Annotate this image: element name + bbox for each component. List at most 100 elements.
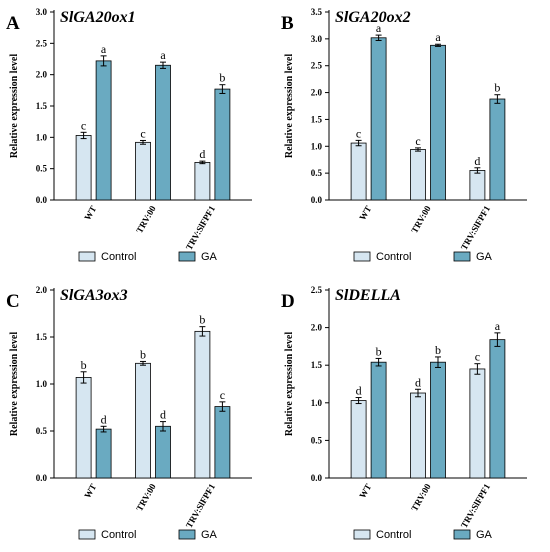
significance-letter: b bbox=[435, 343, 441, 357]
bar-ga bbox=[95, 60, 112, 201]
chart-panel-a: A SlGA20ox1 Relative expression level 0.0 0.… bbox=[6, 7, 252, 263]
significance-letter: c bbox=[220, 388, 225, 402]
y-tick-label: 2.5 bbox=[311, 285, 323, 295]
bar-ga bbox=[155, 64, 171, 201]
bar-control bbox=[194, 330, 211, 479]
bar-control bbox=[410, 392, 426, 479]
y-tick-label: 1.0 bbox=[311, 398, 323, 408]
x-tick-label: TRV:00 bbox=[409, 204, 433, 235]
bar-control bbox=[194, 161, 211, 201]
chart-panel-b: B SlGA20ox2 Relative expression level 0.0 0.… bbox=[281, 7, 527, 263]
bar-control bbox=[75, 135, 92, 201]
significance-letter: a bbox=[376, 21, 382, 35]
significance-letter: d bbox=[474, 154, 480, 168]
legend-swatch-control bbox=[353, 251, 371, 262]
legend-label: Control bbox=[376, 251, 411, 263]
significance-letter: c bbox=[81, 118, 86, 132]
bar-control bbox=[135, 141, 151, 201]
chart-title: SlGA3ox3 bbox=[60, 287, 128, 304]
bar-control bbox=[469, 170, 486, 201]
bar-ga bbox=[489, 339, 506, 479]
significance-letter: b bbox=[376, 344, 382, 358]
significance-letter: b bbox=[494, 81, 500, 95]
bar-control bbox=[135, 362, 151, 479]
bar-control bbox=[350, 142, 367, 201]
significance-letter: c bbox=[415, 134, 420, 148]
x-tick-label: TRV:SlFPF1 bbox=[459, 204, 493, 252]
y-tick-label: 0.5 bbox=[311, 168, 323, 178]
chart-title: SlGA20ox2 bbox=[335, 9, 411, 26]
legend-swatch-ga bbox=[453, 251, 471, 262]
y-axis-label: Relative expression level bbox=[9, 54, 20, 158]
y-tick-label: 0.5 bbox=[311, 435, 323, 445]
chart-title: SlGA20ox1 bbox=[60, 9, 136, 26]
legend-swatch-ga bbox=[178, 251, 196, 262]
y-tick-label: 0.0 bbox=[36, 195, 48, 205]
x-tick-label: TRV:SlFPF1 bbox=[459, 482, 493, 530]
y-tick-label: 2.0 bbox=[311, 88, 323, 98]
y-tick-label: 2.0 bbox=[36, 70, 48, 80]
y-tick-label: 0.0 bbox=[311, 473, 323, 483]
significance-letter: d bbox=[199, 147, 205, 161]
bar-ga bbox=[370, 37, 387, 201]
bar-ga bbox=[430, 44, 446, 201]
panel-letter: D bbox=[281, 291, 295, 312]
x-tick-label: TRV:00 bbox=[409, 482, 433, 513]
significance-letter: d bbox=[356, 384, 362, 398]
bar-control bbox=[469, 368, 486, 479]
significance-letter: c bbox=[356, 126, 361, 140]
y-tick-label: 3.0 bbox=[311, 34, 323, 44]
bar-ga bbox=[155, 425, 171, 479]
significance-letter: b bbox=[81, 358, 87, 372]
y-tick-label: 2.5 bbox=[36, 38, 48, 48]
legend-label: Control bbox=[376, 529, 411, 541]
bar-control bbox=[410, 149, 426, 201]
legend-label: Control bbox=[101, 251, 136, 263]
bar-ga bbox=[430, 361, 446, 479]
y-axis-label: Relative expression level bbox=[284, 332, 295, 436]
bar-control bbox=[75, 377, 92, 479]
panel-letter: C bbox=[6, 291, 20, 312]
significance-letter: a bbox=[160, 48, 166, 62]
bar-ga bbox=[214, 406, 231, 479]
significance-letter: d bbox=[101, 412, 107, 426]
y-tick-label: 0.0 bbox=[311, 195, 323, 205]
chart-panel-d: D SlDELLA Relative expression level 0.0 0.5 1… bbox=[281, 285, 527, 541]
x-tick-label: TRV:SlFPF1 bbox=[184, 204, 218, 252]
y-tick-label: 3.0 bbox=[36, 7, 48, 17]
x-tick-label: WT bbox=[82, 204, 98, 222]
legend-swatch-control bbox=[353, 529, 371, 540]
y-tick-label: 3.5 bbox=[311, 7, 323, 17]
significance-letter: a bbox=[495, 319, 501, 333]
y-tick-label: 2.5 bbox=[311, 61, 323, 71]
significance-letter: a bbox=[101, 42, 107, 56]
significance-letter: c bbox=[140, 126, 145, 140]
legend-swatch-ga bbox=[453, 529, 471, 540]
significance-letter: d bbox=[415, 375, 421, 389]
y-tick-label: 1.5 bbox=[36, 332, 48, 342]
y-tick-label: 0.5 bbox=[36, 164, 48, 174]
significance-letter: b bbox=[140, 347, 146, 361]
x-tick-label: TRV:00 bbox=[134, 204, 158, 235]
y-tick-label: 1.0 bbox=[311, 141, 323, 151]
y-tick-label: 0.0 bbox=[36, 473, 48, 483]
significance-letter: a bbox=[435, 30, 441, 44]
legend-label: GA bbox=[201, 529, 218, 541]
chart-title: SlDELLA bbox=[335, 287, 401, 304]
x-tick-label: WT bbox=[357, 204, 373, 222]
y-tick-label: 1.5 bbox=[311, 360, 323, 370]
legend-label: Control bbox=[101, 529, 136, 541]
panel-letter: A bbox=[6, 13, 20, 34]
significance-letter: d bbox=[160, 408, 166, 422]
legend-label: GA bbox=[476, 251, 493, 263]
legend-swatch-ga bbox=[178, 529, 196, 540]
legend-label: GA bbox=[201, 251, 218, 263]
y-tick-label: 1.5 bbox=[36, 101, 48, 111]
significance-letter: c bbox=[475, 350, 480, 364]
y-axis-label: Relative expression level bbox=[9, 332, 20, 436]
y-tick-label: 2.0 bbox=[311, 323, 323, 333]
chart-panel-c: C SlGA3ox3 Relative expression level 0.0 0.5… bbox=[6, 285, 252, 541]
x-tick-label: TRV:00 bbox=[134, 482, 158, 513]
legend-swatch-control bbox=[78, 251, 96, 262]
